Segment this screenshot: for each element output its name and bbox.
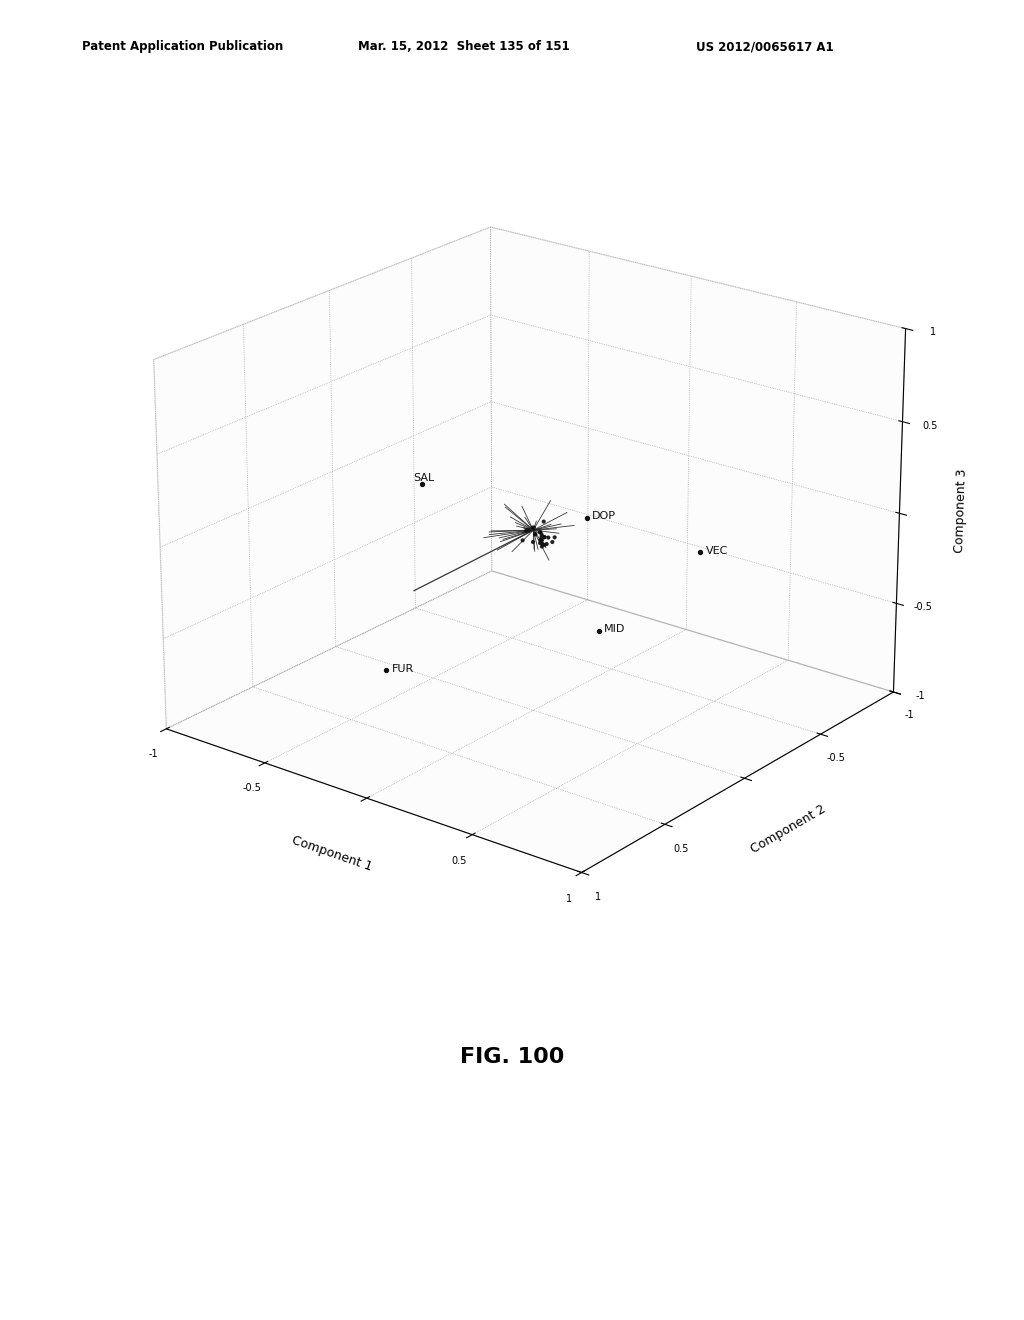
X-axis label: Component 1: Component 1 (290, 834, 374, 874)
Text: US 2012/0065617 A1: US 2012/0065617 A1 (696, 40, 834, 53)
Y-axis label: Component 2: Component 2 (749, 803, 827, 857)
Text: Patent Application Publication: Patent Application Publication (82, 40, 284, 53)
Text: FIG. 100: FIG. 100 (460, 1047, 564, 1067)
Text: Mar. 15, 2012  Sheet 135 of 151: Mar. 15, 2012 Sheet 135 of 151 (358, 40, 570, 53)
